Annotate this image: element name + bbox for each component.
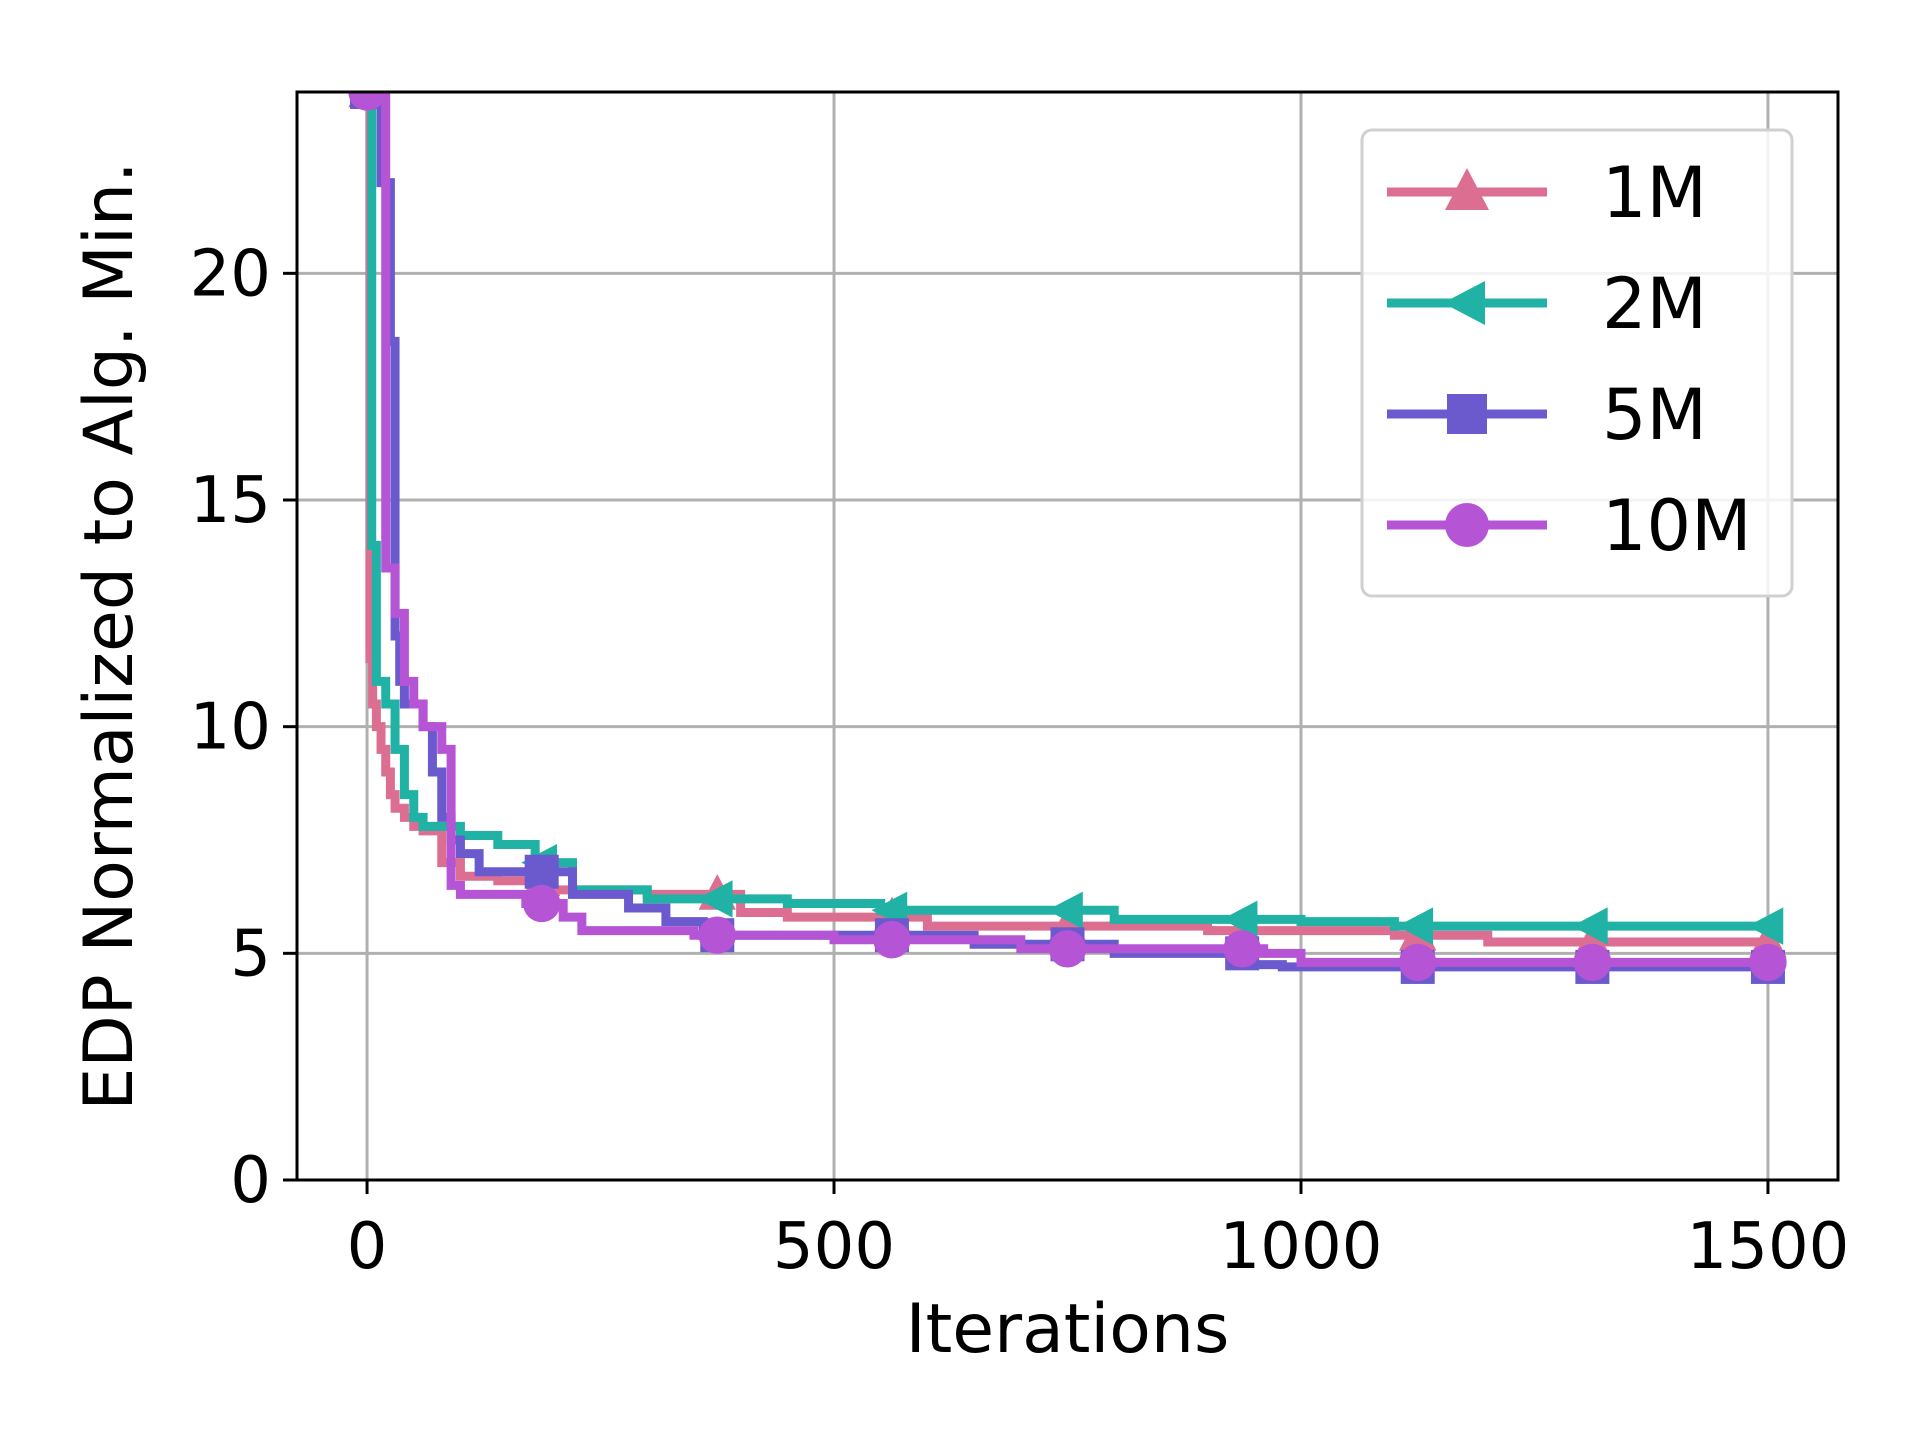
data-point <box>1399 943 1437 982</box>
series-line <box>367 92 1768 972</box>
legend-marker <box>1445 168 1489 210</box>
series-line <box>367 92 1768 967</box>
data-point <box>1397 907 1434 945</box>
legend-label: 2M <box>1602 263 1707 345</box>
data-point <box>698 916 736 954</box>
legend-label: 10M <box>1602 485 1751 567</box>
data-point <box>696 880 733 918</box>
legend-item: 1M <box>1387 152 1707 234</box>
y-tick-label: 0 <box>230 1144 271 1218</box>
legend-marker <box>1445 503 1489 547</box>
legend-marker <box>1447 394 1487 434</box>
data-point <box>1221 900 1258 939</box>
data-point <box>873 921 911 959</box>
data-point <box>522 884 561 923</box>
data-point <box>1047 891 1083 929</box>
legend-label: 5M <box>1602 374 1707 456</box>
data-point <box>1573 943 1612 982</box>
plot-frame <box>295 90 1840 1182</box>
data-point <box>1048 930 1087 968</box>
legend: 1M 2M 5M 10M <box>1360 128 1794 598</box>
y-tick-label: 15 <box>190 464 271 538</box>
data-point <box>1749 943 1787 982</box>
data-point <box>1223 930 1261 968</box>
legend-marker <box>1443 281 1485 325</box>
series-10M <box>348 92 1787 982</box>
series-line <box>365 92 1768 947</box>
data-point <box>1747 907 1784 945</box>
data-point <box>524 854 559 889</box>
y-axis-label: EDP Normalized to Alg. Min. <box>70 161 149 1110</box>
y-tick-label: 20 <box>190 237 271 311</box>
y-tick-label: 10 <box>190 691 271 765</box>
ticks: 0 500 1000 1500 0 5 10 15 20 <box>190 237 1850 1284</box>
x-tick-label: 1500 <box>1687 1210 1850 1284</box>
legend-label: 1M <box>1602 152 1707 234</box>
data-point <box>1571 907 1608 945</box>
x-tick-label: 1000 <box>1220 1210 1383 1284</box>
series-line <box>367 92 1768 931</box>
data-point <box>348 92 386 111</box>
legend-item: 2M <box>1387 263 1707 345</box>
legend-box <box>1360 128 1794 598</box>
x-tick-label: 0 <box>347 1210 388 1284</box>
y-tick-label: 5 <box>230 917 271 991</box>
x-axis-label: Iterations <box>906 1290 1230 1369</box>
legend-item: 5M <box>1387 374 1707 456</box>
series-layer <box>346 92 1787 984</box>
legend-item: 10M <box>1387 485 1751 567</box>
x-tick-label: 500 <box>773 1210 895 1284</box>
